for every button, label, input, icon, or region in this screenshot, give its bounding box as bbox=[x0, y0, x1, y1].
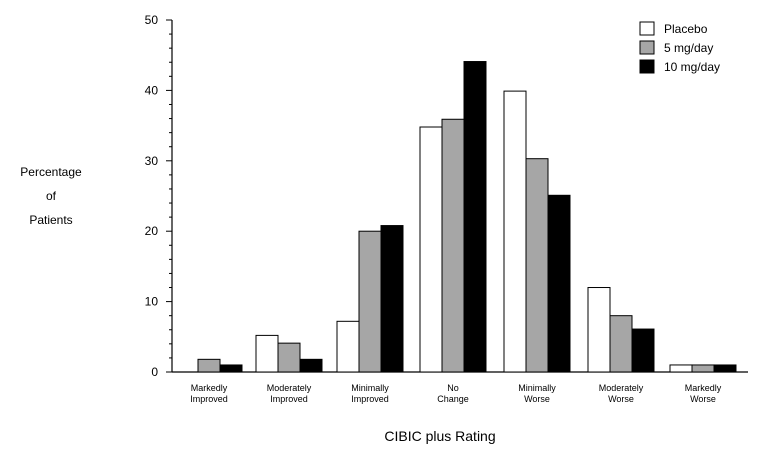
bar-placebo bbox=[503, 90, 527, 373]
y-tick-label: 20 bbox=[145, 224, 159, 238]
bar-placebo bbox=[419, 126, 443, 373]
bar-10-mg-day bbox=[547, 194, 571, 373]
x-tick-label: Moderately Worse bbox=[599, 383, 644, 404]
bar-10-mg-day bbox=[299, 358, 323, 373]
y-tick-label: 40 bbox=[145, 83, 159, 97]
bar-10-mg-day bbox=[463, 61, 487, 373]
bar-10-mg-day bbox=[219, 364, 243, 373]
bar-5-mg-day bbox=[197, 358, 221, 373]
bar-10-mg-day bbox=[713, 364, 737, 373]
x-tick-label: Markedly Improved bbox=[190, 383, 228, 404]
x-tick-label: Minimally Worse bbox=[518, 383, 556, 404]
x-tick-label: No Change bbox=[437, 383, 469, 404]
y-tick-label: 30 bbox=[145, 154, 159, 168]
bar-placebo bbox=[669, 364, 693, 373]
x-tick-label: Markedly Worse bbox=[685, 383, 722, 404]
bar-10-mg-day bbox=[380, 225, 404, 373]
bar-5-mg-day bbox=[691, 364, 715, 373]
bar-5-mg-day bbox=[441, 118, 465, 373]
bar-placebo bbox=[587, 287, 611, 373]
y-axis-label: Percentage of Patients bbox=[20, 165, 82, 227]
x-tick-label: Moderately Improved bbox=[267, 383, 312, 404]
bar-10-mg-day bbox=[631, 328, 655, 373]
legend-label: 10 mg/day bbox=[664, 60, 720, 74]
y-tick-label: 10 bbox=[145, 295, 159, 309]
legend-swatch bbox=[639, 21, 655, 36]
x-axis-label: CIBIC plus Rating bbox=[384, 428, 496, 444]
bar-placebo bbox=[255, 334, 279, 373]
bar-5-mg-day bbox=[609, 315, 633, 373]
bar-5-mg-day bbox=[277, 342, 301, 373]
y-tick-label: 50 bbox=[145, 13, 159, 27]
bar-placebo bbox=[336, 320, 360, 373]
bar-5-mg-day bbox=[358, 230, 382, 373]
legend-label: Placebo bbox=[664, 22, 708, 36]
legend-swatch bbox=[639, 59, 655, 74]
bar-5-mg-day bbox=[525, 158, 549, 373]
x-tick-label: Minimally Improved bbox=[351, 383, 389, 404]
legend-swatch bbox=[639, 40, 655, 55]
legend-label: 5 mg/day bbox=[664, 41, 713, 55]
y-tick-label: 0 bbox=[151, 365, 158, 379]
